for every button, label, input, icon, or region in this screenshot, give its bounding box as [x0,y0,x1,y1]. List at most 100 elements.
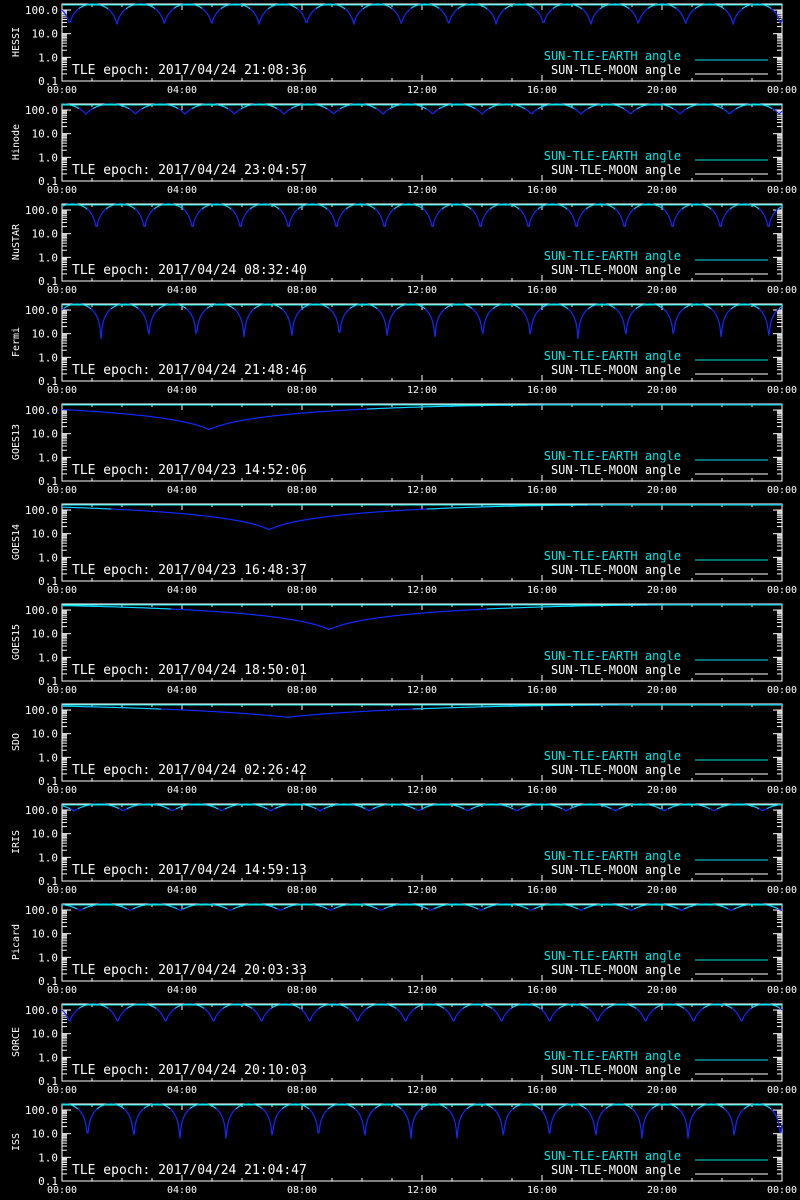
y-tick-label: 0.1 [38,475,58,488]
sun-tle-earth-series [63,303,92,310]
panel-fermi: 100.010.01.00.100:00 04:00 08:00 12:00 16:00… [11,303,797,396]
x-tick-label: 00:00 [767,85,797,96]
sun-tle-earth-series [323,803,366,810]
satellite-name: GOES13 [11,424,22,460]
satellite-name: Picard [11,924,22,960]
sun-tle-earth-series [249,203,280,210]
x-tick-label: 00:00 [47,285,77,296]
sun-tle-earth-series [686,103,724,110]
sun-tle-earth-series [492,303,521,309]
y-tick-label: 0.1 [38,1075,58,1088]
x-tick-label: 20:00 [647,285,677,296]
satellite-name: Fermi [11,327,22,357]
x-tick-label: 12:00 [407,385,437,396]
x-tick-label: 08:00 [287,685,317,696]
x-tick-label: 04:00 [167,885,197,896]
x-tick-label: 12:00 [407,985,437,996]
sun-tle-earth-series [374,1103,402,1110]
sun-tle-earth-series [716,803,760,810]
y-tick-label: 1.0 [38,451,58,464]
sun-tle-earth-series [681,203,712,210]
panel-hessi: 100.010.01.00.100:00 04:00 08:00 12:00 16:00… [11,3,797,96]
sun-tle-earth-series [585,203,616,210]
sun-tle-earth-series [339,103,377,110]
satellite-name: GOES15 [11,624,22,660]
x-tick-label: 20:00 [647,485,677,496]
sun-tle-earth-series [483,903,529,910]
panel-goes14: 100.010.01.00.100:00 04:00 08:00 12:00 16:00… [11,503,797,596]
x-tick-label: 20:00 [647,685,677,696]
sun-tle-earth-series [606,1003,637,1009]
y-tick-label: 10.0 [32,1028,59,1041]
x-tick-label: 16:00 [527,485,557,496]
x-tick-label: 00:00 [767,985,797,996]
panel-sorce: 100.010.01.00.100:00 04:00 08:00 12:00 16:00… [11,1003,797,1096]
y-tick-label: 0.1 [38,575,58,588]
x-tick-label: 00:00 [767,885,797,896]
x-tick-label: 00:00 [47,1185,77,1196]
sun-tle-earth-series [457,3,488,10]
x-tick-label: 00:00 [47,385,77,396]
x-tick-label: 20:00 [647,85,677,96]
legend-earth-label: SUN-TLE-EARTH angle [544,749,681,763]
sun-tle-earth-series [489,203,520,210]
sun-tle-earth-series [504,3,535,10]
sun-tle-earth-series [327,1103,356,1110]
sun-tle-earth-series [470,803,514,810]
sun-tle-earth-series [667,803,711,810]
x-tick-label: 20:00 [647,385,677,396]
sun-tle-earth-series [735,103,773,110]
panel-nustar: 100.010.01.00.100:00 04:00 08:00 12:00 16:00… [11,203,797,296]
sun-tle-earth-series [777,205,783,210]
sun-tle-earth-series [301,303,330,310]
x-tick-label: 16:00 [527,285,557,296]
legend-moon-label: SUN-TLE-MOON angle [551,863,681,877]
sun-tle-earth-series [174,1003,205,1009]
sun-tle-earth-series [283,903,328,910]
y-tick-label: 10.0 [32,428,59,441]
sun-tle-earth-series [537,103,575,110]
sun-tle-earth-series [421,803,465,810]
y-tick-label: 1.0 [38,251,58,264]
y-tick-label: 100.0 [25,204,58,217]
sun-tle-earth-series [730,303,760,310]
sun-tle-earth-series [683,903,729,910]
y-tick-label: 10.0 [32,28,59,41]
panel-goes13: 100.010.01.00.100:00 04:00 08:00 12:00 16:00… [11,403,797,496]
x-tick-label: 08:00 [287,285,317,296]
satellite-name: SDO [11,733,22,751]
sun-tle-earth-series [290,103,328,110]
y-tick-label: 100.0 [25,804,58,817]
sun-tle-earth-series [778,306,783,310]
y-tick-label: 100.0 [25,604,58,617]
y-tick-label: 10.0 [32,228,59,241]
sun-tle-earth-series [366,1003,397,1009]
x-tick-label: 12:00 [407,1185,437,1196]
x-tick-label: 20:00 [647,585,677,596]
y-tick-label: 10.0 [32,1128,59,1141]
tle-epoch: TLE epoch: 2017/04/24 14:59:13 [72,863,307,878]
legend-moon-label: SUN-TLE-MOON angle [551,563,681,577]
x-tick-label: 12:00 [407,685,437,696]
x-tick-label: 20:00 [647,785,677,796]
y-tick-label: 1.0 [38,1051,58,1064]
sun-tle-earth-series [281,1103,310,1110]
sun-tle-earth-series [62,605,171,610]
y-tick-label: 1.0 [38,351,58,364]
sun-tle-earth-series [349,303,378,310]
sun-tle-earth-series [647,3,677,9]
y-tick-label: 0.1 [38,975,58,988]
sun-tle-earth-series [362,3,393,10]
tle-epoch: TLE epoch: 2017/04/24 21:08:36 [72,63,307,78]
sun-tle-earth-series [750,1003,781,1009]
y-tick-label: 1.0 [38,951,58,964]
legend-moon-label: SUN-TLE-MOON angle [551,1063,681,1077]
sun-tle-earth-series [274,803,317,810]
x-tick-label: 00:00 [47,785,77,796]
sun-tle-earth-series [636,103,674,110]
y-tick-label: 1.0 [38,51,58,64]
y-tick-label: 100.0 [25,904,58,917]
sun-tle-earth-series [158,303,187,309]
